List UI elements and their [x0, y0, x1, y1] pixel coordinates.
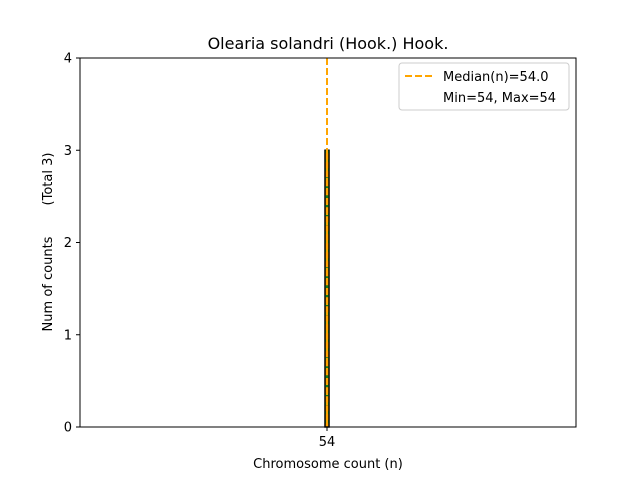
y-axis-label: Num of counts — [41, 236, 56, 331]
legend-minmax-label: Min=54, Max=54 — [443, 91, 556, 106]
y-tick-label: 0 — [64, 421, 72, 436]
y-tick-label: 1 — [64, 328, 72, 343]
plot-area — [80, 58, 345, 428]
y-tick-label: 3 — [64, 144, 72, 159]
legend: Median(n)=54.0 Min=54, Max=54 — [398, 62, 570, 111]
y-axis-label-total: (Total 3) — [41, 153, 56, 206]
x-tick-label: 54 — [319, 435, 336, 450]
x-axis-label: Chromosome count (n) — [253, 457, 403, 472]
chart-title: Olearia solandri (Hook.) Hook. — [208, 34, 449, 53]
y-tick-label: 4 — [64, 52, 72, 67]
legend-median-label: Median(n)=54.0 — [443, 70, 549, 85]
y-tick-label: 2 — [64, 236, 72, 251]
legend-box — [398, 62, 570, 111]
